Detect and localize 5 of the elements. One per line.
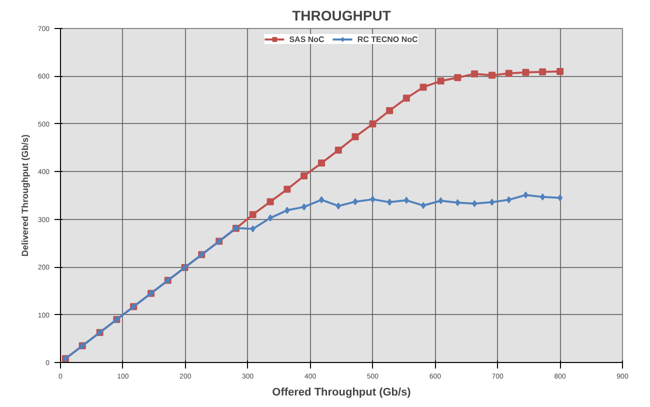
y-axis-title: Delivered Throughput (Gb/s) xyxy=(20,134,30,256)
x-axis-title: Offered Throughput (Gb/s) xyxy=(272,386,412,398)
legend-label: RC TECNO NoC xyxy=(357,34,418,44)
chart-title: THROUGHPUT xyxy=(292,8,392,24)
legend-label: SAS NoC xyxy=(289,34,324,44)
